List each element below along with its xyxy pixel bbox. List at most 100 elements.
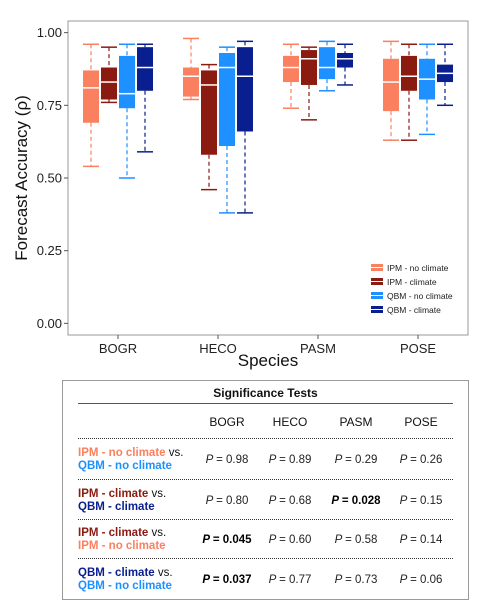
box-iqr (219, 52, 235, 147)
box-ipm-no-climate-heco (183, 37, 199, 101)
y-tick-label: 0.25 (37, 243, 62, 258)
y-tick-label: 0.50 (37, 171, 62, 186)
box-qbm-no-climate-bogr (119, 43, 135, 179)
box-layer (83, 37, 453, 214)
p-value-cell: P = 0.14 (386, 534, 456, 546)
p-symbol: P (268, 534, 280, 546)
box-ipm-climate-heco (201, 63, 217, 191)
p-symbol: P (334, 574, 346, 586)
box-iqr (83, 70, 99, 123)
legend-label: IPM - no climate (387, 263, 449, 273)
box-ipm-climate-pose (401, 43, 417, 141)
p-symbol: P (268, 495, 280, 507)
x-tick-label: POSE (400, 341, 436, 356)
y-axis: 0.00 0.25 0.50 0.75 1.00 (37, 25, 68, 331)
box-ipm-no-climate-bogr (83, 43, 99, 168)
row-divider (78, 438, 453, 439)
box-ipm-climate-pasm (301, 46, 317, 121)
row-label-vs: vs. (148, 527, 167, 539)
column-header-heco: HECO (272, 415, 308, 429)
y-tick-label: 0.75 (37, 98, 62, 113)
p-value: = 0.26 (410, 454, 443, 466)
box-iqr (101, 67, 117, 100)
legend: IPM - no climate IPM - climate QBM - no cl… (371, 263, 453, 315)
y-tick-label: 1.00 (37, 25, 62, 40)
p-value-cell: P = 0.68 (255, 495, 325, 507)
p-symbol: P (268, 574, 280, 586)
row-label-model-b: IPM - no climate (78, 540, 166, 552)
p-value-cell: P = 0.98 (192, 454, 262, 466)
p-value: = 0.14 (410, 534, 443, 546)
p-value: = 0.98 (216, 454, 249, 466)
box-iqr (237, 47, 253, 132)
box-ipm-no-climate-pose (383, 40, 399, 141)
p-value-cell: P = 0.15 (386, 495, 456, 507)
significance-title: Significance Tests (213, 386, 318, 400)
p-value: = 0.77 (279, 574, 312, 586)
p-symbol: P (334, 534, 346, 546)
p-symbol: P (399, 574, 411, 586)
p-value: = 0.73 (345, 574, 378, 586)
row-label: QBM - climate vs. QBM - no climate (78, 567, 173, 593)
row-label-model-b: QBM - no climate (78, 460, 172, 472)
p-value-cell: P = 0.58 (321, 534, 391, 546)
p-value-cell: P = 0.80 (192, 495, 262, 507)
column-header-pose: POSE (404, 415, 438, 429)
box-qbm-no-climate-pose (419, 43, 435, 136)
p-value-cell: P = 0.028 (321, 495, 391, 507)
p-value-cell: P = 0.77 (255, 574, 325, 586)
p-symbol: P (202, 574, 213, 586)
p-value: = 0.06 (410, 574, 443, 586)
row-label-model-a: QBM - climate (78, 567, 155, 579)
y-axis-label: Forecast Accuracy (ρ) (12, 95, 31, 261)
p-value-cell: P = 0.29 (321, 454, 391, 466)
boxplot-chart: 0.00 0.25 0.50 0.75 1.00 BOGR HECO PASM POSE IP… (12, 20, 469, 370)
x-axis-label: Species (238, 351, 298, 370)
x-tick-label: BOGR (99, 341, 137, 356)
title-rule (78, 403, 453, 404)
box-ipm-no-climate-pasm (283, 43, 299, 109)
row-label-model-a: IPM - climate (78, 488, 149, 500)
x-tick-label: PASM (300, 341, 336, 356)
row-divider (78, 479, 453, 480)
p-value: = 0.80 (216, 495, 249, 507)
p-value: = 0.89 (279, 454, 312, 466)
row-label: IPM - climate vs. QBM - climate (78, 488, 166, 514)
p-value: = 0.29 (345, 454, 378, 466)
column-header-pasm: PASM (339, 415, 373, 429)
p-symbol: P (205, 495, 217, 507)
x-axis: BOGR HECO PASM POSE (99, 335, 436, 356)
box-iqr (337, 52, 353, 68)
p-symbol: P (399, 454, 411, 466)
p-value-cell: P = 0.06 (386, 574, 456, 586)
p-value: = 0.60 (279, 534, 312, 546)
legend-label: QBM - climate (387, 305, 441, 315)
p-value: = 0.037 (212, 574, 252, 586)
box-qbm-no-climate-heco (219, 46, 235, 214)
p-value-cell: P = 0.26 (386, 454, 456, 466)
box-iqr (401, 55, 417, 91)
row-label-vs: vs. (148, 488, 167, 500)
row-label-model-a: IPM - no climate (78, 447, 166, 459)
significance-table: Significance Tests BOGR HECO PASM POSE I… (62, 380, 469, 600)
p-value: = 0.68 (279, 495, 312, 507)
row-divider (78, 519, 453, 520)
box-qbm-climate-pose (437, 43, 453, 107)
p-symbol: P (205, 454, 217, 466)
p-symbol: P (268, 454, 280, 466)
p-symbol: P (331, 495, 342, 507)
p-symbol: P (399, 534, 411, 546)
x-tick-label: HECO (199, 341, 237, 356)
legend-label: IPM - climate (387, 277, 437, 287)
p-value-cell: P = 0.60 (255, 534, 325, 546)
legend-label: QBM - no climate (387, 291, 453, 301)
box-qbm-climate-heco (237, 40, 253, 214)
p-value-cell: P = 0.73 (321, 574, 391, 586)
box-iqr (283, 55, 299, 83)
p-symbol: P (334, 454, 346, 466)
box-iqr (383, 58, 399, 112)
p-value-cell: P = 0.045 (192, 534, 262, 546)
box-iqr (201, 70, 217, 155)
box-qbm-climate-bogr (137, 43, 153, 153)
column-header-bogr: BOGR (209, 415, 245, 429)
